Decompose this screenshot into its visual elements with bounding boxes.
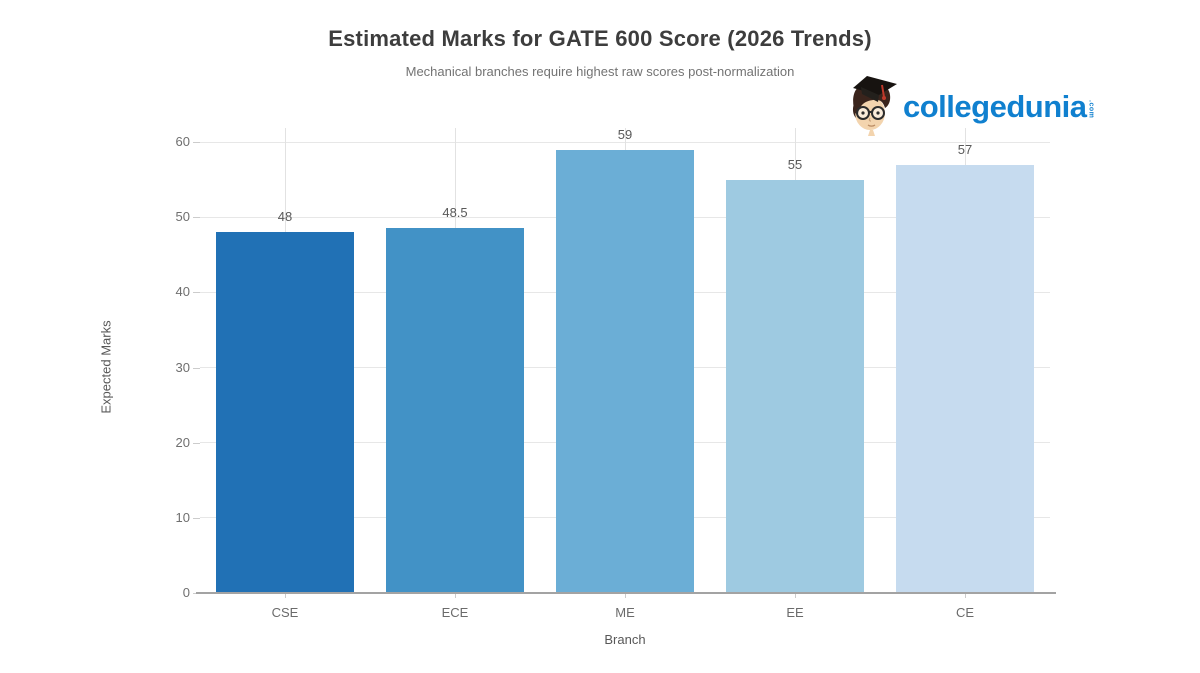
y-tick-label: 10 xyxy=(175,509,190,525)
y-tick-mark xyxy=(193,367,200,369)
brand-name: collegedunia xyxy=(903,88,1087,124)
brand-tld: .com xyxy=(1087,99,1095,119)
collegedunia-logo: collegedunia .com xyxy=(845,74,1094,138)
x-tick-mark xyxy=(965,593,966,598)
y-tick-mark xyxy=(193,292,200,294)
bar-value-label: 55 xyxy=(787,156,803,172)
y-tick-label: 0 xyxy=(182,585,190,600)
x-tick-label: ECE xyxy=(441,605,469,620)
y-tick-mark xyxy=(193,217,200,219)
bar-value-label: 48.5 xyxy=(442,205,468,221)
x-tick-mark xyxy=(625,593,626,598)
bar-ece xyxy=(386,228,524,593)
x-tick-mark xyxy=(285,593,286,598)
plot-area: 0 10 20 30 40 50 60 48 CSE 48.5 ECE 59 ME 55 EE 57 CE xyxy=(176,127,1056,620)
x-tick-mark xyxy=(795,593,796,598)
y-tick-label: 30 xyxy=(175,359,190,375)
x-tick-label: ME xyxy=(615,605,635,620)
chart-subtitle: Mechanical branches require highest raw … xyxy=(405,64,795,79)
bar-cse xyxy=(216,232,354,593)
x-tick-mark xyxy=(455,593,456,598)
y-tick-mark xyxy=(193,442,200,444)
collegedunia-mascot-icon xyxy=(852,76,897,136)
y-tick-label: 40 xyxy=(175,284,190,300)
y-tick-mark xyxy=(193,142,200,143)
x-tick-label: CSE xyxy=(271,605,299,620)
bar-value-label: 57 xyxy=(957,141,973,157)
chart-title: Estimated Marks for GATE 600 Score (2026… xyxy=(328,26,872,51)
bar-me xyxy=(556,149,694,593)
bar-ee xyxy=(726,179,864,593)
x-tick-label: EE xyxy=(786,605,804,620)
x-axis-line xyxy=(196,592,1056,594)
y-tick-label: 50 xyxy=(175,209,190,225)
x-axis-title: Branch xyxy=(604,632,646,647)
y-axis-title: Expected Marks xyxy=(98,320,114,414)
y-tick-label: 20 xyxy=(175,434,190,450)
bar-ce xyxy=(896,164,1034,593)
y-tick-mark xyxy=(193,517,200,519)
bar-value-label: 59 xyxy=(617,126,633,142)
y-tick-label: 60 xyxy=(175,134,190,149)
bar-value-label: 48 xyxy=(277,209,293,225)
x-tick-label: CE xyxy=(955,605,975,620)
